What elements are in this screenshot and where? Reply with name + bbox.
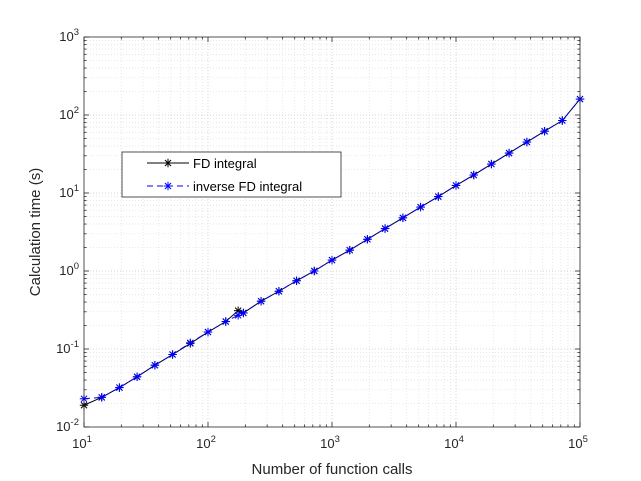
data-point	[221, 317, 230, 326]
x-tick-label: 104	[444, 434, 464, 451]
legend-entry-fd-integral: FD integral	[147, 156, 257, 171]
x-tick-label: 105	[568, 434, 588, 451]
legend-entry-inverse-fd-integral: inverse FD integral	[147, 179, 302, 194]
data-point	[451, 181, 461, 190]
data-point	[416, 202, 425, 212]
data-point	[380, 224, 390, 233]
series-inverse-fd-integral	[79, 94, 585, 403]
grid	[84, 37, 580, 427]
legend-label-fd-integral: FD integral	[193, 156, 257, 171]
data-point	[203, 327, 213, 337]
legend-asterisk	[163, 181, 173, 191]
data-point	[292, 276, 301, 285]
y-tick-label: 10-2	[56, 417, 79, 434]
legend-marker-inverse-fd-integral	[163, 181, 173, 191]
x-tick-label: 101	[72, 434, 92, 451]
y-tick-label: 103	[59, 27, 79, 44]
data-point	[540, 126, 549, 136]
data-point	[363, 235, 372, 244]
data-point	[345, 245, 354, 255]
y-tick-label: 100	[59, 261, 79, 278]
x-tick-label: 103	[320, 434, 340, 451]
data-point	[150, 360, 160, 370]
series-layer	[79, 94, 585, 410]
data-point	[522, 137, 532, 147]
legend-label-inverse-fd-integral: inverse FD integral	[193, 179, 302, 194]
data-point	[186, 338, 195, 348]
data-point	[239, 308, 248, 318]
data-point	[132, 372, 142, 382]
legend-asterisk	[163, 158, 173, 168]
y-tick-label: 10-1	[56, 339, 79, 356]
data-point	[504, 148, 514, 158]
data-point	[97, 393, 106, 402]
y-tick-label: 102	[59, 105, 79, 122]
data-point	[256, 297, 266, 306]
legend-box	[121, 151, 342, 198]
axes	[83, 36, 581, 428]
data-point	[398, 213, 408, 223]
legend-marker-fd-integral	[163, 158, 173, 168]
data-point	[327, 255, 337, 265]
data-point	[434, 192, 443, 201]
data-point	[558, 116, 567, 125]
data-point	[487, 159, 496, 169]
x-axis-label: Number of function calls	[252, 461, 413, 478]
data-point	[310, 266, 319, 276]
data-point	[115, 383, 124, 392]
tick-labels: 101 102 103 104 105 10-2 10-1 100 101 102 103	[56, 27, 588, 451]
series-line	[83, 98, 581, 400]
data-point	[274, 287, 284, 296]
legend: FD integral inverse FD integral	[121, 151, 342, 198]
data-point	[469, 170, 478, 180]
y-axis-label: Calculation time (s)	[27, 168, 44, 296]
x-tick-label: 102	[196, 434, 216, 451]
data-point	[168, 350, 177, 359]
y-tick-label: 101	[59, 183, 79, 200]
